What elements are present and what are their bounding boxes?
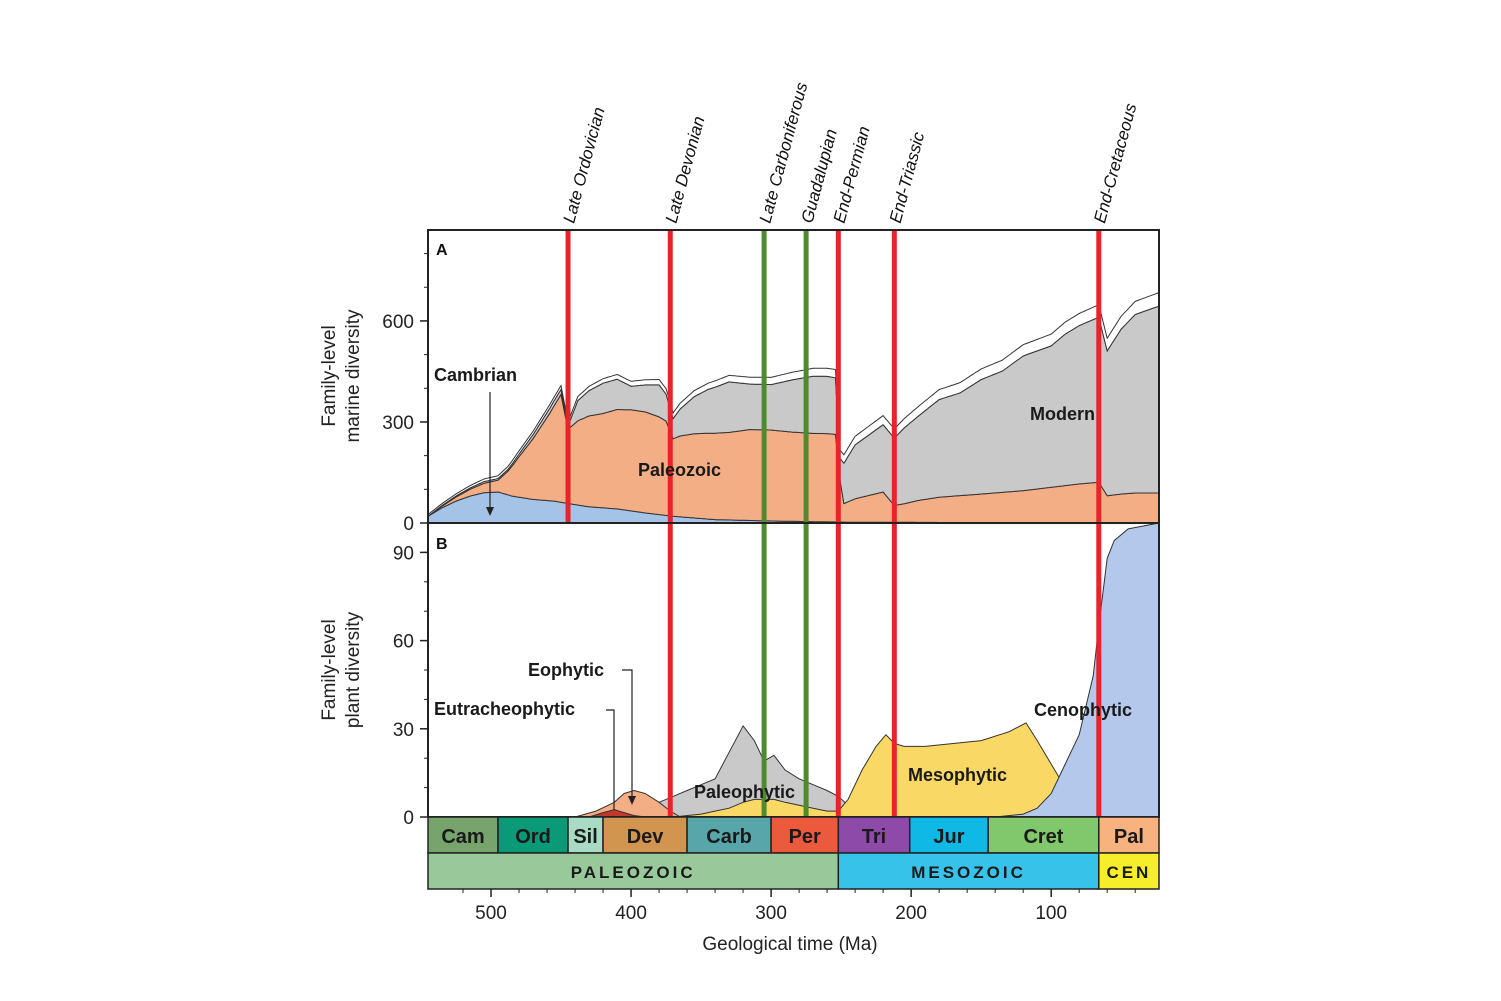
era-mesozoic [837,852,1100,890]
label-modern-fauna: Modern [1030,404,1095,424]
panel-b-ytick-label-0: 0 [403,808,414,829]
eophytic-arrow-head [628,796,636,805]
event-label-late-devonian: Late Devonian [662,114,709,225]
label-mesophytic: Mesophytic [908,765,1007,785]
panel-a-ytick-label-600: 600 [382,312,414,333]
period-label-dev: Dev [627,826,665,848]
period-label-pal: Pal [1114,826,1144,848]
era-label-paleozoic: PALEOZOIC [571,863,696,882]
panel-b-event-lines [667,523,1102,817]
period-ord [497,816,569,854]
event-label-end-cretaceous: End-Cretaceous [1090,101,1140,225]
xtick-label-500: 500 [475,903,507,924]
period-label-cret: Cret [1023,826,1063,848]
xtick-label-300: 300 [755,903,787,924]
label-eutracheophytic: Eutracheophytic [434,699,575,719]
panel-a-ytick-label-300: 300 [382,413,414,434]
xtick-label-100: 100 [1035,903,1067,924]
panel-b-plants: B 0 30 60 90 Family-level plant diversity C… [319,522,1160,829]
label-paleozoic-fauna: Paleozoic [638,460,721,480]
era-paleozoic [427,852,840,890]
label-eophytic: Eophytic [528,660,604,680]
panel-b-letter: B [436,536,448,553]
panel-b-y-title-line2: plant diversity [343,611,364,728]
panel-a-ytick-label-0: 0 [403,514,414,535]
period-pal [1098,816,1160,854]
event-label-end-triassic: End-Triassic [886,130,929,225]
panel-a-y-title-line2: marine diversity [343,309,364,443]
label-cambrian: Cambrian [434,365,517,385]
panel-a-letter: A [436,242,448,259]
period-label-per: Per [789,826,821,848]
period-label-tri: Tri [862,826,886,848]
panel-b-y-title-line1: Family-level [319,619,340,720]
period-label-ord: Ord [515,826,551,848]
xtick-label-200: 200 [895,903,927,924]
extinction-event-labels: Late Ordovician Late Devonian Late Carboni… [560,80,1141,225]
panel-b-areas [574,522,1160,818]
event-label-late-ordovician: Late Ordovician [560,105,609,225]
panel-b-y-axis: 0 30 60 90 [393,522,428,829]
era-bar: PALEOZOIC MESOZOIC CEN [427,852,1160,890]
period-label-carb: Carb [706,826,752,848]
cambrian-arrow-head [486,507,494,516]
period-bar: Cam Ord Sil Dev Carb Per Tri Jur Cret Pal [427,816,1160,854]
panel-b-ytick-label-60: 60 [393,632,414,653]
panel-a-y-title-line1: Family-level [319,325,340,426]
panel-a-event-lines [565,230,1102,523]
period-jur [908,816,989,854]
era-label-mesozoic: MESOZOIC [911,863,1026,882]
panel-b-ytick-label-90: 90 [393,543,414,564]
period-label-cam: Cam [441,826,484,848]
panel-a-y-axis: 0 300 600 [382,253,428,535]
eutracheophytic-leader [606,709,615,810]
label-cenophytic: Cenophytic [1034,700,1132,720]
x-axis-title: Geological time (Ma) [702,934,877,955]
era-label-cen: CEN [1106,863,1151,882]
era-cen [1098,852,1160,890]
panel-b-ytick-label-30: 30 [393,720,414,741]
plant-area-eophytic [574,789,682,818]
xtick-label-400: 400 [615,903,647,924]
period-label-sil: Sil [573,826,597,848]
label-paleophytic: Paleophytic [694,782,795,802]
x-axis: 500 400 300 200 100 [462,889,1136,924]
period-label-jur: Jur [933,826,964,848]
eophytic-leader [622,669,633,798]
